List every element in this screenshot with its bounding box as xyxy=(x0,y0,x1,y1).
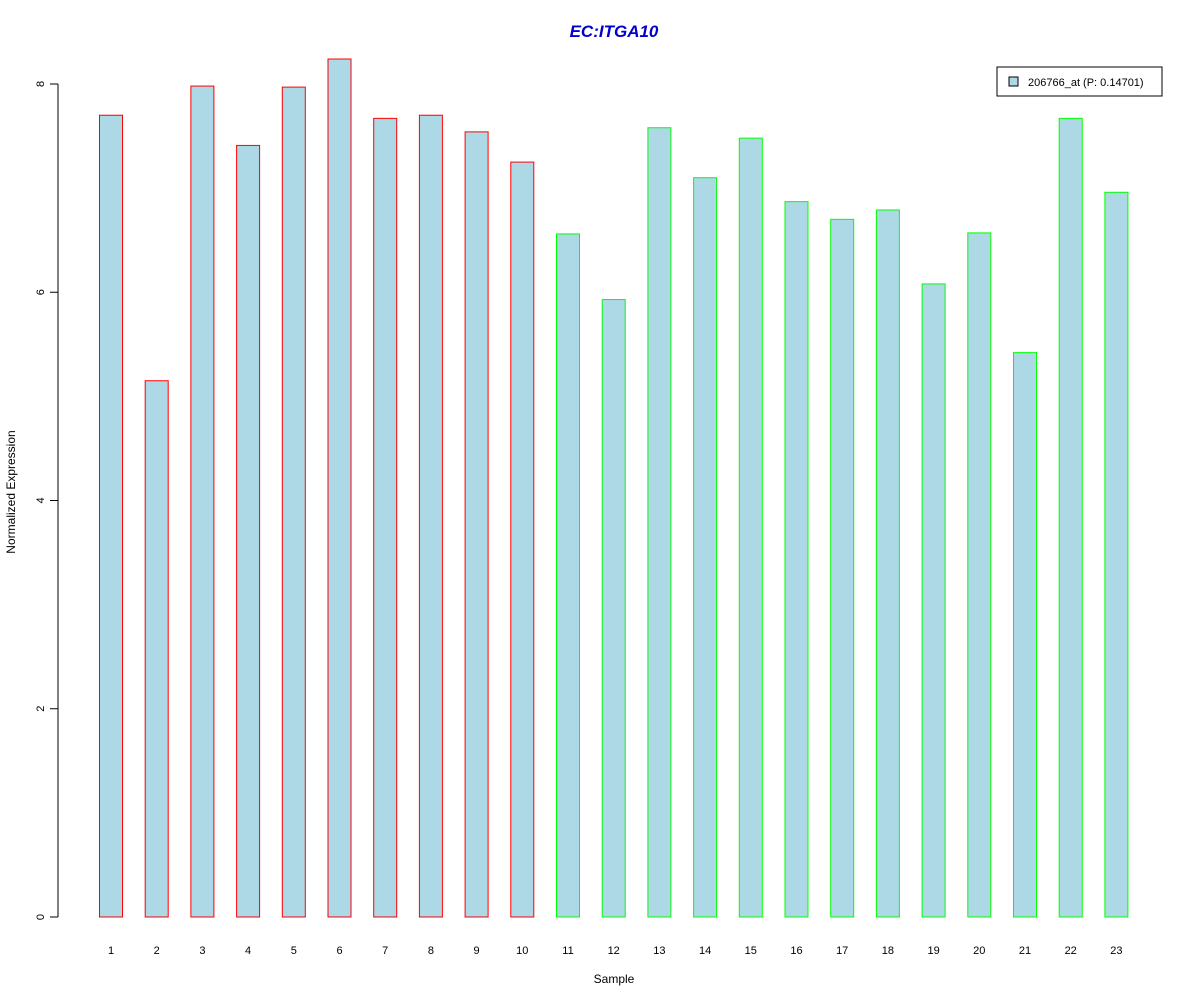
y-tick-label: 0 xyxy=(35,914,47,920)
bar-sample-1 xyxy=(99,114,123,918)
bar-sample-21 xyxy=(1013,352,1037,918)
bar-sample-13 xyxy=(647,127,672,918)
bar-sample-14 xyxy=(693,177,718,918)
bar-sample-6 xyxy=(327,58,352,918)
x-tick-label: 8 xyxy=(428,945,434,957)
bar-sample-23 xyxy=(1104,191,1129,918)
bar-sample-22 xyxy=(1058,117,1083,918)
bar-sample-12 xyxy=(601,299,626,918)
bar-sample-11 xyxy=(556,233,580,918)
bar-sample-15 xyxy=(738,137,763,918)
x-axis-tick-labels: 1 2 3 4 5 6 7 8 9 10 11 12 13 14 15 16 17 18 19 20 21 22 23 xyxy=(108,945,1123,957)
bar-sample-16 xyxy=(784,201,809,918)
x-tick-label: 11 xyxy=(562,945,573,957)
x-tick-label: 17 xyxy=(836,945,848,957)
bar-sample-10 xyxy=(510,161,535,918)
bar-sample-4 xyxy=(236,144,261,918)
bar-sample-9 xyxy=(464,131,489,918)
x-tick-label: 7 xyxy=(382,945,388,957)
y-axis-label: Normalized Expression xyxy=(4,430,18,553)
x-tick-label: 2 xyxy=(154,945,160,957)
x-tick-label: 12 xyxy=(608,945,620,957)
x-tick-label: 21 xyxy=(1019,945,1031,957)
bar-sample-5 xyxy=(281,86,306,918)
bar-sample-8 xyxy=(418,114,443,918)
x-tick-label: 20 xyxy=(973,945,985,957)
chart-title: EC:ITGA10 xyxy=(570,22,659,41)
x-axis-label: Sample xyxy=(594,972,635,986)
x-tick-label: 9 xyxy=(474,945,480,957)
x-tick-label: 10 xyxy=(516,945,528,957)
x-tick-label: 15 xyxy=(745,945,757,957)
bar-sample-7 xyxy=(373,117,398,918)
bars xyxy=(99,58,1129,918)
y-tick-label: 4 xyxy=(35,497,47,503)
x-tick-label: 1 xyxy=(108,945,114,957)
x-tick-label: 3 xyxy=(199,945,205,957)
x-tick-label: 18 xyxy=(882,945,894,957)
legend: 206766_at (P: 0.14701) xyxy=(996,66,1163,97)
bar-sample-17 xyxy=(830,218,855,918)
legend-label: 206766_at (P: 0.14701) xyxy=(1028,77,1144,89)
x-tick-label: 22 xyxy=(1065,945,1077,957)
bar-sample-2 xyxy=(144,380,169,918)
x-tick-label: 14 xyxy=(699,945,711,957)
x-tick-label: 23 xyxy=(1110,945,1122,957)
x-tick-label: 4 xyxy=(245,945,251,957)
y-axis: 0 2 4 6 8 xyxy=(35,81,59,920)
x-tick-label: 5 xyxy=(291,945,297,957)
legend-box xyxy=(996,66,1163,97)
bar-sample-20 xyxy=(967,232,992,918)
y-tick-label: 8 xyxy=(35,81,47,87)
x-tick-label: 19 xyxy=(927,945,939,957)
bar-sample-18 xyxy=(875,209,900,918)
bar-sample-19 xyxy=(921,283,946,918)
x-tick-label: 16 xyxy=(790,945,802,957)
x-tick-label: 6 xyxy=(336,945,342,957)
legend-swatch xyxy=(1008,76,1019,87)
x-tick-label: 13 xyxy=(653,945,665,957)
y-tick-label: 2 xyxy=(35,706,47,712)
bar-sample-3 xyxy=(190,85,215,918)
y-tick-label: 6 xyxy=(35,289,47,295)
